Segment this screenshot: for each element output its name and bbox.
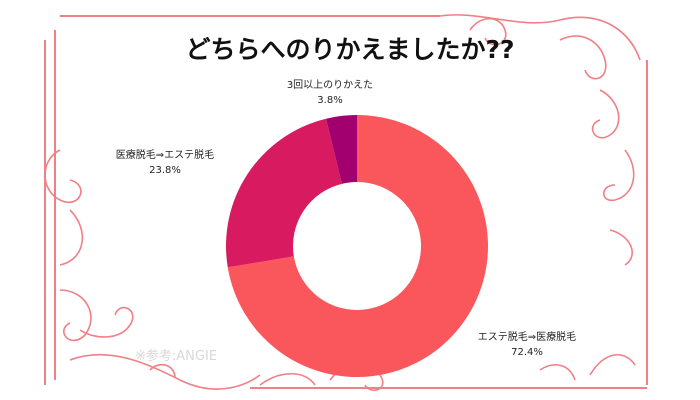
chart-title: どちらへのりかえましたか?? — [185, 35, 514, 64]
value-label: 23.8% — [149, 165, 181, 176]
decorative-frame — [44, 14, 648, 391]
value-label: 3.8% — [317, 95, 342, 106]
donut-segment — [227, 115, 488, 377]
category-label: エステ脱毛⇒医療脱毛 — [478, 330, 576, 343]
value-label: 72.4% — [511, 347, 543, 358]
donut-segment — [226, 118, 342, 268]
category-label: 医療脱毛⇒エステ脱毛 — [116, 148, 214, 161]
donut-segment — [326, 115, 357, 184]
source-note: ※参考:ANGIE — [135, 348, 217, 364]
category-label: 3回以上のりかえた — [287, 79, 373, 91]
